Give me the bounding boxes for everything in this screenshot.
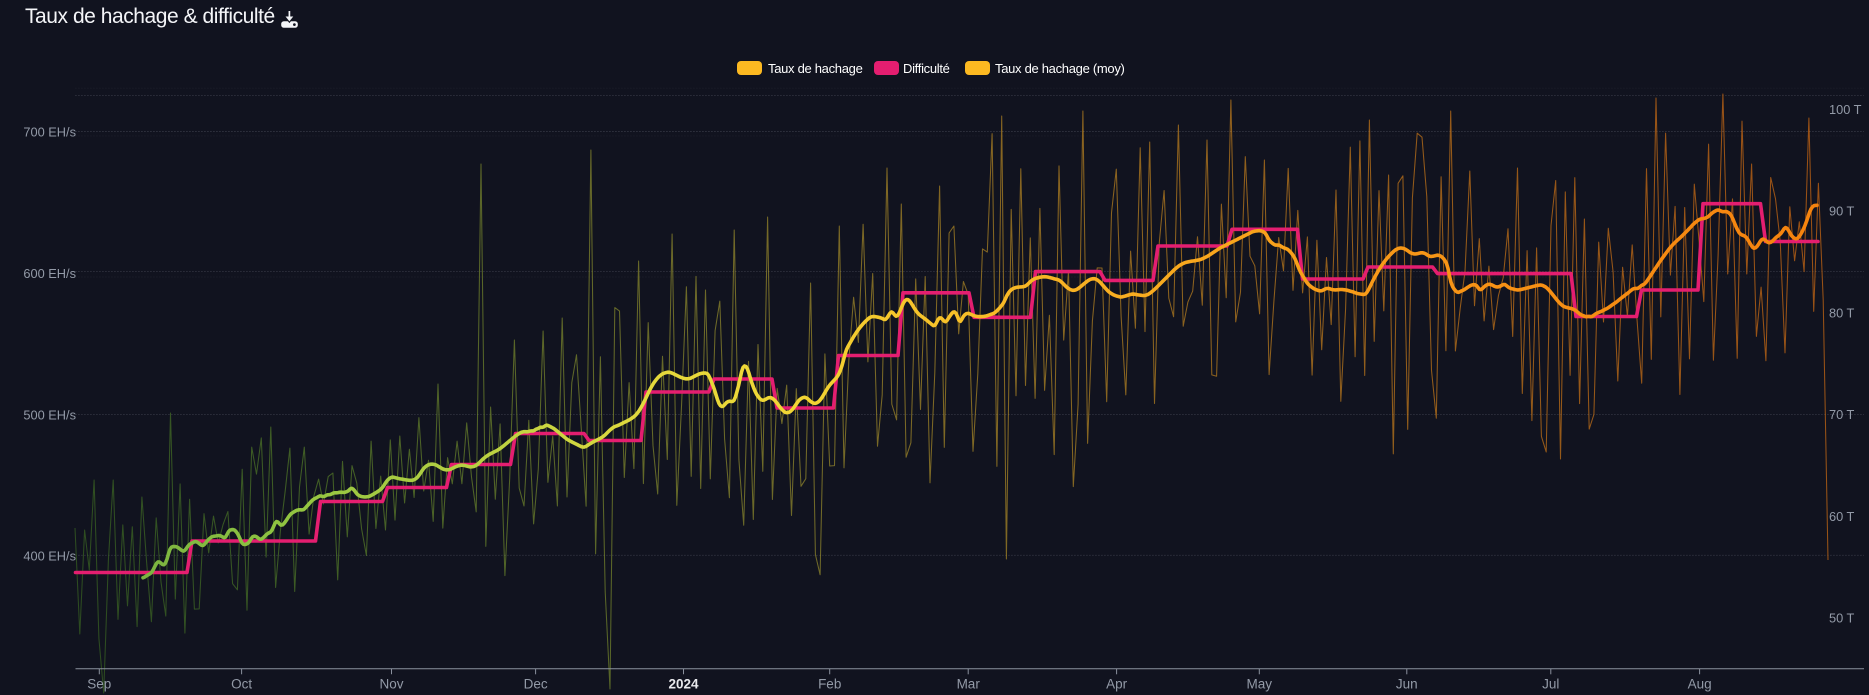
svg-text:Mar: Mar (957, 677, 981, 692)
svg-text:400 EH/s: 400 EH/s (23, 548, 76, 563)
svg-text:May: May (1247, 677, 1273, 692)
svg-text:60 T: 60 T (1829, 509, 1855, 524)
svg-text:Dec: Dec (524, 677, 548, 692)
svg-text:100 T: 100 T (1829, 102, 1862, 117)
svg-text:Aug: Aug (1688, 677, 1712, 692)
svg-text:Nov: Nov (379, 677, 403, 692)
svg-text:70 T: 70 T (1829, 407, 1855, 422)
svg-text:700 EH/s: 700 EH/s (23, 124, 76, 139)
svg-text:600 EH/s: 600 EH/s (23, 266, 76, 281)
svg-text:Jul: Jul (1542, 677, 1559, 692)
svg-text:500 EH/s: 500 EH/s (23, 408, 76, 423)
svg-text:Apr: Apr (1106, 677, 1128, 692)
svg-text:2024: 2024 (668, 677, 699, 692)
svg-text:Jun: Jun (1396, 677, 1418, 692)
svg-text:90 T: 90 T (1829, 204, 1855, 219)
svg-text:80 T: 80 T (1829, 305, 1855, 320)
svg-text:Oct: Oct (231, 677, 252, 692)
svg-text:Sep: Sep (87, 677, 111, 692)
svg-text:50 T: 50 T (1829, 611, 1855, 626)
svg-text:Feb: Feb (818, 677, 841, 692)
